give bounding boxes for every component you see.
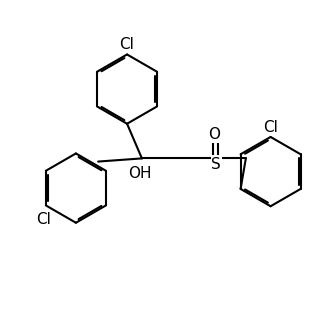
- Text: Cl: Cl: [36, 212, 51, 227]
- Text: Cl: Cl: [119, 37, 135, 52]
- Text: S: S: [211, 157, 221, 172]
- Text: O: O: [209, 127, 220, 142]
- Text: OH: OH: [128, 166, 152, 181]
- Text: Cl: Cl: [263, 119, 278, 135]
